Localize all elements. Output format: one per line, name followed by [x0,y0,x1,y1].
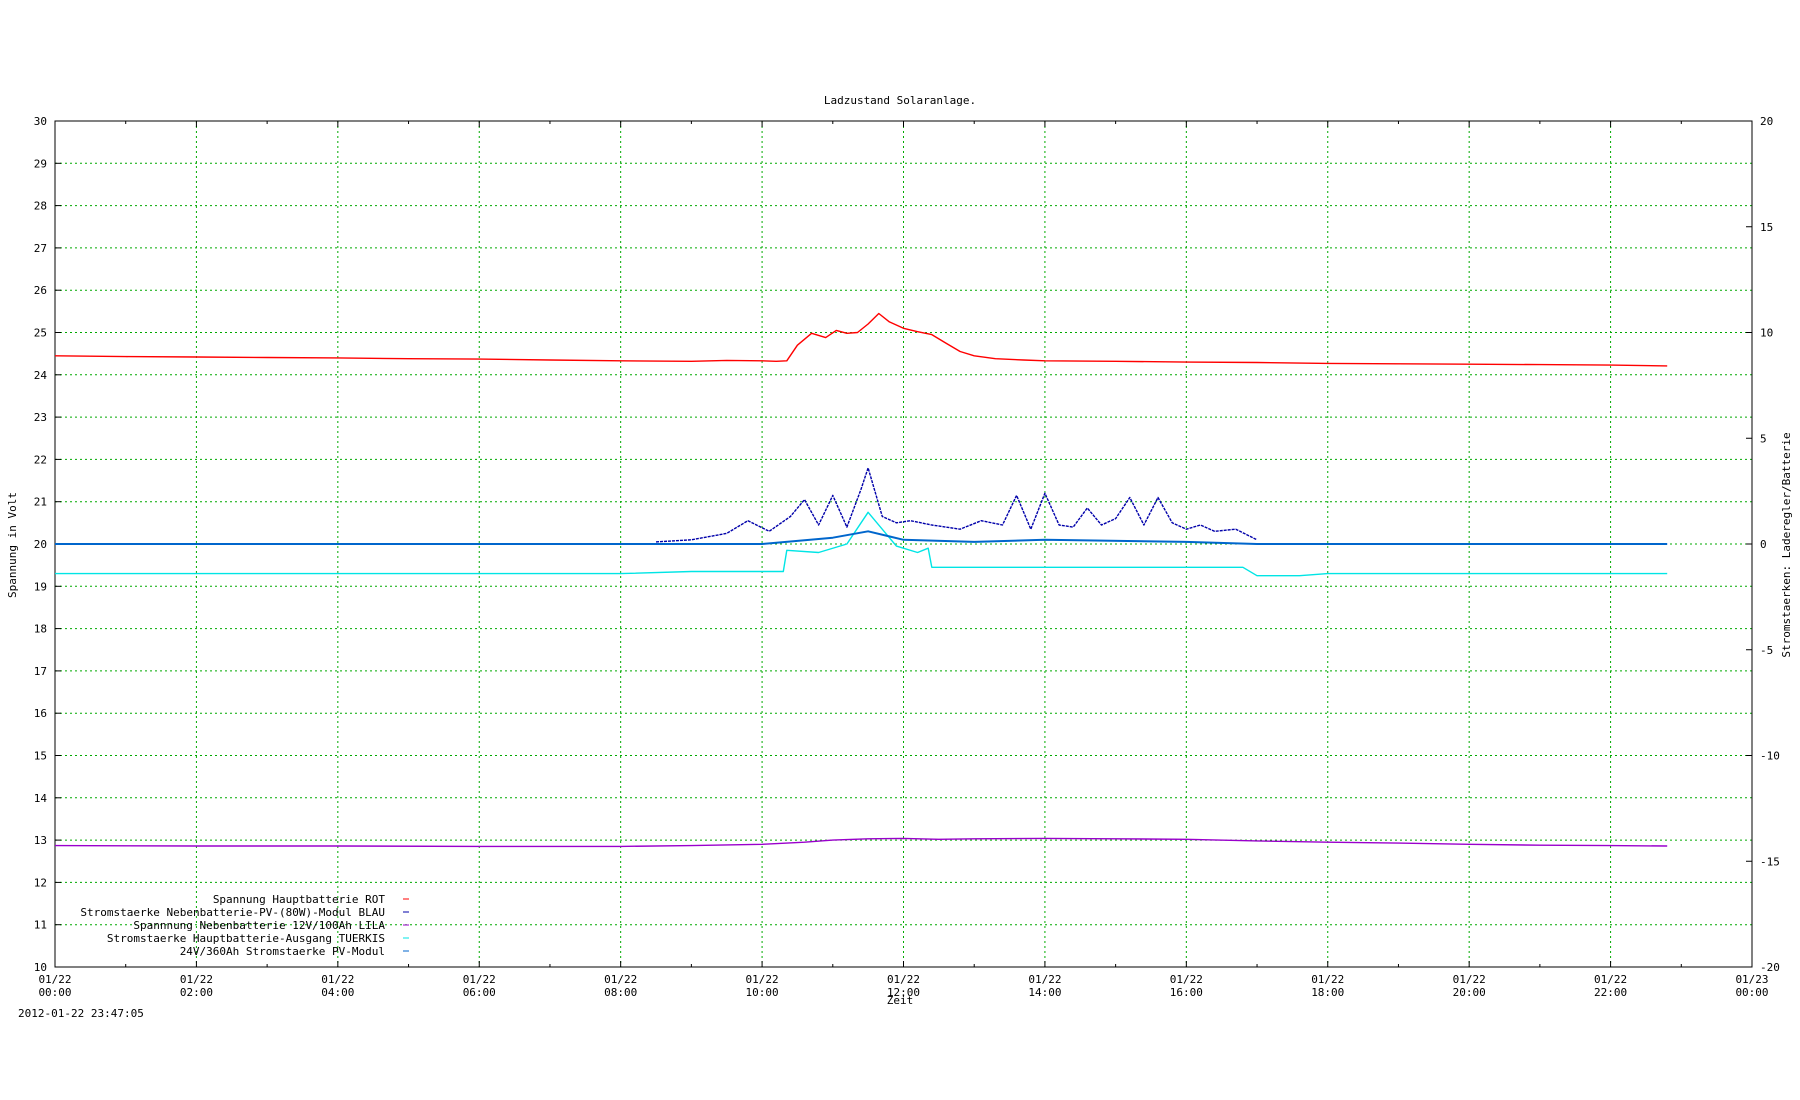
y2-tick-label: -15 [1760,855,1780,868]
y-tick-label: 28 [34,200,47,213]
series-line-1 [54,312,1668,367]
series-line-4 [55,511,1668,577]
series-line-3 [54,837,1668,848]
x-tick-label-time: 04:00 [321,986,354,999]
y-tick-label: 27 [34,242,47,255]
x-tick-label-date: 01/22 [1311,973,1344,986]
x-tick-label-time: 00:00 [38,986,71,999]
x-tick-label-date: 01/22 [746,973,779,986]
chart-title: Ladzustand Solaranlage. [824,94,976,107]
y-tick-label: 22 [34,453,47,466]
series-line-5 [55,530,1668,545]
legend-entry: Spannnung Nebenbatterie 12V/100Ah LILA [133,919,385,932]
y-tick-label: 14 [34,792,48,805]
timestamp: 2012-01-22 23:47:05 [18,1007,144,1020]
x-tick-label-date: 01/22 [321,973,354,986]
y-tick-label: 18 [34,623,47,636]
y-axis-left: 30 29 28 27 26 25 24 23 22 21 20 19 18 17 16 15 14 13 12 11… [34,115,61,974]
y2-axis-label: Stromstaerken: Laderegler/Batterie [1780,432,1793,657]
y2-tick-label: 10 [1760,327,1773,340]
y-tick-label: 20 [34,538,47,551]
y-tick-label: 19 [34,580,47,593]
y2-tick-label: 15 [1760,221,1773,234]
y-tick-label: 17 [34,665,47,678]
series-line-2 [655,467,1258,543]
y-tick-label: 16 [34,707,47,720]
x-tick-label-date: 01/22 [1170,973,1203,986]
y2-tick-label: 5 [1760,432,1767,445]
x-tick-label-time: 20:00 [1453,986,1486,999]
x-tick-label-time: 14:00 [1028,986,1061,999]
x-tick-label-date: 01/22 [1594,973,1627,986]
x-tick-label-date: 01/22 [604,973,637,986]
y-tick-label: 11 [34,919,47,932]
x-tick-label-time: 12:00 [887,986,920,999]
x-tick-label-time: 06:00 [463,986,496,999]
y-tick-label: 15 [34,750,47,763]
y2-tick-label: -20 [1760,961,1780,974]
x-tick-label-date: 01/22 [1028,973,1061,986]
y-tick-label: 21 [34,496,47,509]
series-group [54,312,1668,848]
x-tick-label-time: 16:00 [1170,986,1203,999]
legend-entry: Spannung Hauptbatterie ROT [213,893,386,906]
x-tick-label-time: 08:00 [604,986,637,999]
x-tick-label-date: 01/22 [180,973,213,986]
y-tick-label: 23 [34,411,47,424]
y-tick-label: 10 [34,961,47,974]
y-axis-right: 20 15 10 5 0 -5 -10 -15 -20 [1746,115,1780,974]
y-tick-label: 30 [34,115,47,128]
legend-entry: 24V/360Ah Stromstaerke PV-Modul [180,945,385,958]
y-tick-label: 13 [34,834,47,847]
x-tick-label-date: 01/22 [463,973,496,986]
x-tick-label-time: 22:00 [1594,986,1627,999]
x-tick-label-date: 01/22 [38,973,71,986]
y-tick-label: 24 [34,369,48,382]
y2-tick-label: -10 [1760,750,1780,763]
y2-tick-label: 0 [1760,538,1767,551]
x-tick-label-date: 01/22 [887,973,920,986]
y-tick-label: 12 [34,876,47,889]
y2-tick-label: -5 [1760,644,1773,657]
legend-entry: Stromstaerke Hauptbatterie-Ausgang TUERK… [107,932,385,945]
x-axis: 01/2200:0001/2202:0001/2204:0001/2206:00… [38,121,1769,999]
legend-entry: Stromstaerke Nebenbatterie-PV-(80W)-Modu… [80,906,385,919]
x-tick-label-time: 18:00 [1311,986,1344,999]
x-tick-label-time: 00:00 [1735,986,1768,999]
y2-tick-label: 20 [1760,115,1773,128]
x-tick-label-date: 01/23 [1735,973,1768,986]
y-tick-label: 29 [34,157,47,170]
y-axis-label: Spannung in Volt [6,492,19,598]
y-tick-label: 26 [34,284,47,297]
x-axis-label: Zeit [887,994,914,1007]
y-tick-label: 25 [34,327,47,340]
x-tick-label-time: 02:00 [180,986,213,999]
x-tick-label-date: 01/22 [1453,973,1486,986]
x-tick-label-time: 10:00 [746,986,779,999]
grid [55,121,1752,967]
